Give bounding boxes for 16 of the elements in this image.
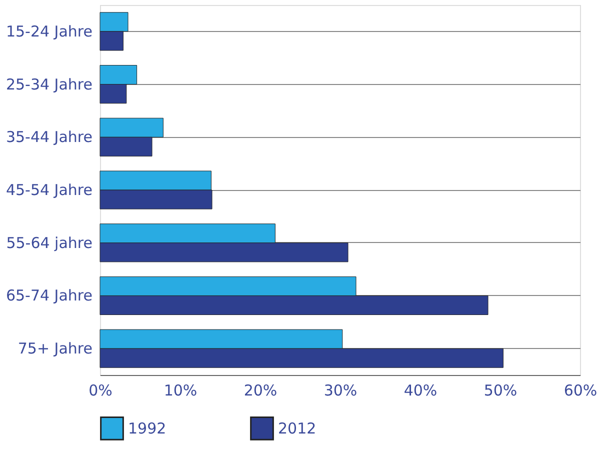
x-tick-label: 0%	[88, 382, 112, 400]
y-tick-label: 65-74 Jahre	[6, 286, 92, 305]
legend-label: 1992	[128, 419, 166, 438]
y-tick-label: 35-44 Jahre	[6, 128, 92, 146]
y-tick-label: 75+ Jahre	[18, 340, 92, 358]
x-tick-label: 50%	[484, 382, 518, 400]
x-tick-label: 30%	[324, 382, 358, 400]
x-tick-label: 60%	[564, 382, 598, 400]
y-tick-label: 55-64 jahre	[6, 234, 92, 252]
y-tick-label: 25-34 Jahre	[6, 75, 92, 94]
x-tick-label: 20%	[244, 382, 278, 400]
y-tick-label: 15-24 Jahre	[6, 22, 92, 40]
x-tick-label: 40%	[404, 382, 438, 400]
x-tick-label: 10%	[164, 382, 198, 400]
y-tick-label: 45-54 Jahre	[6, 181, 92, 199]
legend-label: 2012	[278, 419, 316, 438]
